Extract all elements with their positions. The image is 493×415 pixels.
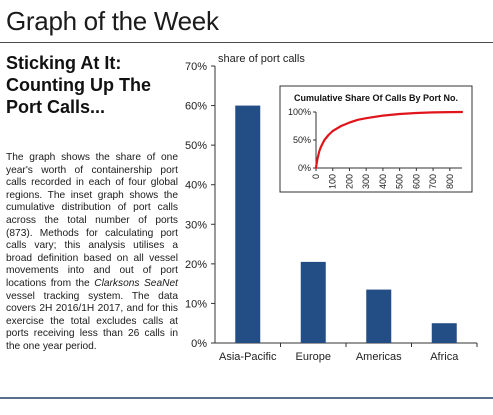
inset-y-tick-label: 0% (298, 163, 311, 173)
main-y-tick-label: 10% (185, 298, 207, 310)
main-y-tick-label: 50% (185, 140, 207, 152)
footer-divider (0, 397, 493, 399)
inset-frame (279, 85, 473, 193)
main-chart-axes: 0% 10% 20% 30% 40% 50% 60% 70% (185, 61, 478, 350)
main-bar (366, 289, 392, 343)
inset-x-tick-label: 600 (411, 174, 421, 189)
main-chart-bars: Asia-Pacific Europe Americas Africa (219, 105, 459, 363)
inset-x-tick-label: 700 (428, 174, 438, 189)
main-category-label: Africa (430, 351, 459, 363)
main-y-tick-label: 30% (185, 219, 207, 231)
article-headline: Sticking At It: Counting Up The Port Cal… (6, 53, 151, 117)
inset-x-tick-label: 500 (395, 174, 405, 189)
main-y-tick-label: 0% (191, 338, 207, 350)
main-y-tick-label: 70% (185, 61, 207, 73)
article-body-text-1: The graph shows the share of one year's … (6, 152, 178, 289)
main-bar (235, 105, 261, 343)
inset-y-tick-label: 100% (288, 107, 311, 117)
inset-y-tick-label: 50% (293, 135, 311, 145)
main-bar (300, 261, 326, 343)
header-divider (0, 42, 493, 43)
inset-x-tick-label: 0 (311, 174, 321, 179)
inset-x-tick-label: 100 (328, 174, 338, 189)
inset-x-tick-label: 300 (361, 174, 371, 189)
main-y-tick-label: 20% (185, 259, 207, 271)
article-body-source: Clarksons SeaNet (94, 277, 178, 289)
main-y-tick-label: 60% (185, 101, 207, 113)
inset-x-tick-label: 200 (344, 174, 354, 189)
main-category-label: Americas (356, 351, 402, 363)
inset-x-tick-label: 800 (445, 174, 455, 189)
inset-chart: Cumulative Share Of Calls By Port No. 0% 5… (279, 85, 473, 193)
main-bar (431, 323, 457, 343)
main-y-tick-label: 40% (185, 180, 207, 192)
inset-cumulative-line (314, 110, 464, 170)
main-category-label: Asia-Pacific (219, 351, 277, 363)
article-body: The graph shows the share of one year's … (6, 152, 178, 354)
page-title: Graph of the Week (6, 6, 219, 36)
inset-chart-title: Cumulative Share Of Calls By Port No. (294, 93, 458, 103)
main-chart-ylabel: share of port calls (218, 53, 305, 65)
main-category-label: Europe (296, 351, 331, 363)
article-body-text-2: vessel tracking system. The data covers … (6, 290, 178, 352)
inset-x-tick-label: 400 (378, 174, 388, 189)
